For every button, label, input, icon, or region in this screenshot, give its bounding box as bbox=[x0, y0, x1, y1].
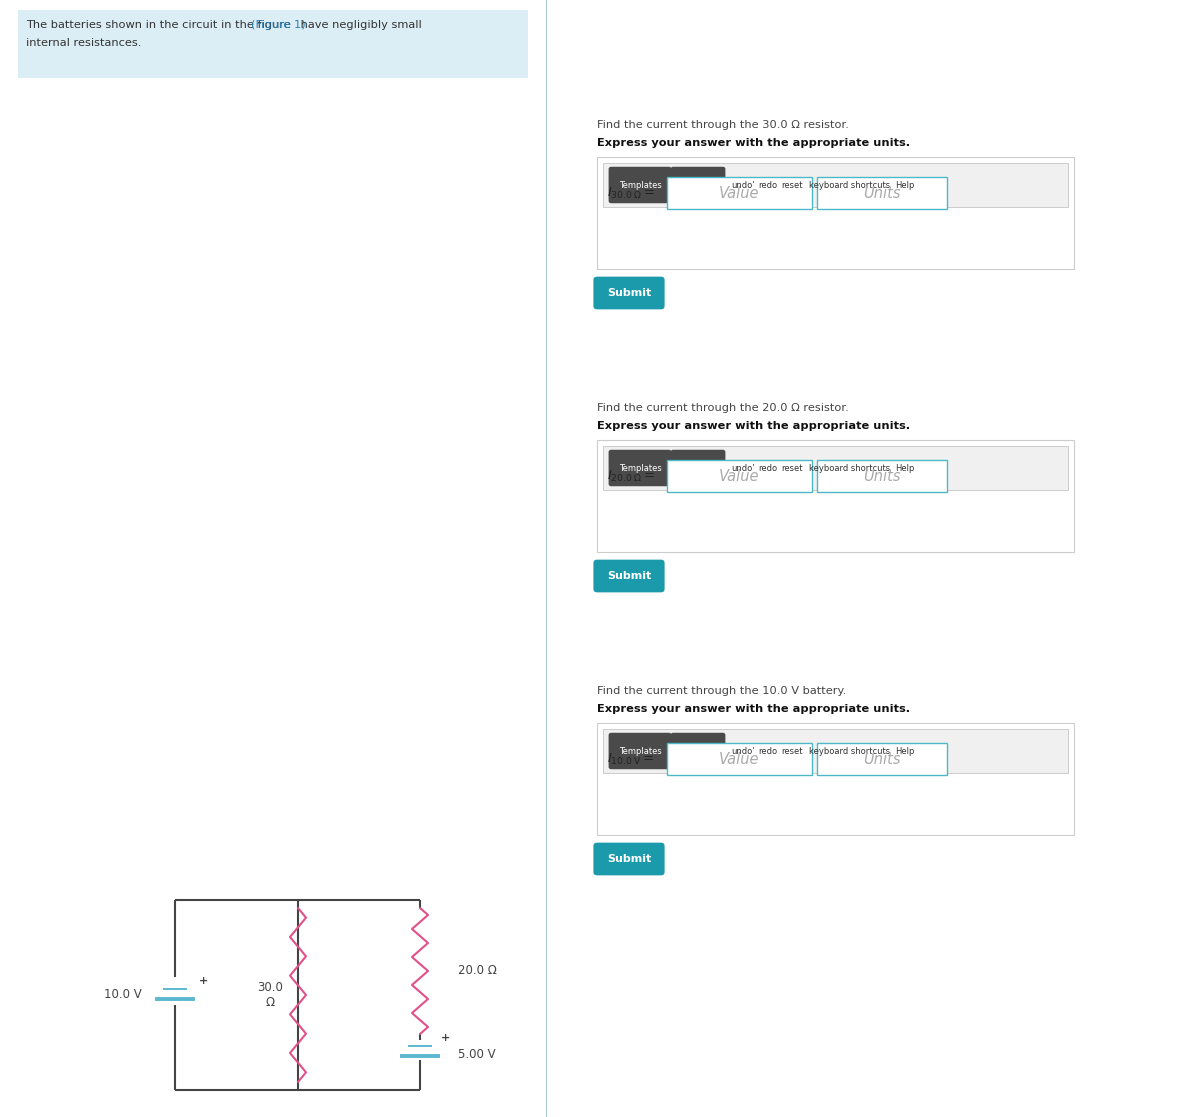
FancyBboxPatch shape bbox=[593, 842, 665, 876]
Text: Express your answer with the appropriate units.: Express your answer with the appropriate… bbox=[598, 704, 910, 714]
Text: Express your answer with the appropriate units.: Express your answer with the appropriate… bbox=[598, 421, 910, 431]
Text: $I_{10.0\,\mathrm{V}} =$: $I_{10.0\,\mathrm{V}} =$ bbox=[607, 752, 654, 766]
FancyBboxPatch shape bbox=[598, 157, 1074, 269]
Text: Find the current through the 30.0 Ω resistor.: Find the current through the 30.0 Ω resi… bbox=[598, 120, 848, 130]
FancyBboxPatch shape bbox=[18, 10, 528, 78]
FancyBboxPatch shape bbox=[667, 460, 812, 491]
FancyBboxPatch shape bbox=[602, 446, 1068, 490]
Text: Symbols: Symbols bbox=[680, 181, 716, 190]
Text: 5.00 V: 5.00 V bbox=[458, 1048, 496, 1060]
Text: +: + bbox=[442, 1033, 451, 1043]
FancyBboxPatch shape bbox=[593, 277, 665, 309]
Text: Symbols: Symbols bbox=[680, 746, 716, 755]
FancyBboxPatch shape bbox=[608, 733, 672, 770]
Text: Value: Value bbox=[719, 185, 760, 200]
Text: Value: Value bbox=[719, 468, 760, 484]
FancyBboxPatch shape bbox=[817, 743, 947, 775]
FancyBboxPatch shape bbox=[671, 166, 725, 203]
Text: Help: Help bbox=[895, 746, 914, 755]
FancyBboxPatch shape bbox=[671, 450, 725, 486]
Text: Symbols: Symbols bbox=[680, 464, 716, 472]
Text: Submit: Submit bbox=[607, 855, 652, 865]
Text: keyboard shortcuts: keyboard shortcuts bbox=[809, 464, 890, 472]
Text: (Figure 1): (Figure 1) bbox=[252, 20, 306, 30]
Text: Templates: Templates bbox=[619, 181, 661, 190]
Text: internal resistances.: internal resistances. bbox=[26, 38, 142, 48]
Text: Units: Units bbox=[863, 752, 901, 766]
Text: Templates: Templates bbox=[619, 746, 661, 755]
Text: have negligibly small: have negligibly small bbox=[298, 20, 422, 30]
FancyBboxPatch shape bbox=[598, 440, 1074, 552]
FancyBboxPatch shape bbox=[608, 450, 672, 486]
FancyBboxPatch shape bbox=[817, 460, 947, 491]
FancyBboxPatch shape bbox=[593, 560, 665, 592]
FancyBboxPatch shape bbox=[598, 723, 1074, 836]
Text: Help: Help bbox=[895, 464, 914, 472]
Text: Value: Value bbox=[719, 752, 760, 766]
Text: redo: redo bbox=[758, 464, 778, 472]
Text: reset: reset bbox=[781, 746, 803, 755]
FancyBboxPatch shape bbox=[817, 176, 947, 209]
Text: reset: reset bbox=[781, 464, 803, 472]
Text: Help: Help bbox=[895, 181, 914, 190]
Text: 30.0
Ω: 30.0 Ω bbox=[257, 981, 283, 1009]
FancyBboxPatch shape bbox=[667, 743, 812, 775]
Text: reset: reset bbox=[781, 181, 803, 190]
FancyBboxPatch shape bbox=[602, 163, 1068, 207]
Text: keyboard shortcuts: keyboard shortcuts bbox=[809, 181, 890, 190]
Text: $I_{20.0\,\Omega} =$: $I_{20.0\,\Omega} =$ bbox=[607, 468, 655, 484]
Text: undo’: undo’ bbox=[731, 181, 755, 190]
Text: 10.0 V: 10.0 V bbox=[104, 989, 142, 1002]
Text: Submit: Submit bbox=[607, 571, 652, 581]
Text: undo’: undo’ bbox=[731, 464, 755, 472]
Text: 20.0 Ω: 20.0 Ω bbox=[458, 964, 497, 977]
Text: $I_{30.0\,\Omega} =$: $I_{30.0\,\Omega} =$ bbox=[607, 185, 655, 201]
Text: Templates: Templates bbox=[619, 464, 661, 472]
Text: redo: redo bbox=[758, 746, 778, 755]
Text: The batteries shown in the circuit in the figure: The batteries shown in the circuit in th… bbox=[26, 20, 294, 30]
FancyBboxPatch shape bbox=[667, 176, 812, 209]
Text: undo’: undo’ bbox=[731, 746, 755, 755]
Text: Find the current through the 10.0 V battery.: Find the current through the 10.0 V batt… bbox=[598, 686, 846, 696]
Text: Express your answer with the appropriate units.: Express your answer with the appropriate… bbox=[598, 139, 910, 147]
Text: Units: Units bbox=[863, 468, 901, 484]
Text: Submit: Submit bbox=[607, 288, 652, 298]
Text: +: + bbox=[198, 976, 208, 986]
FancyBboxPatch shape bbox=[671, 733, 725, 770]
Text: keyboard shortcuts: keyboard shortcuts bbox=[809, 746, 890, 755]
FancyBboxPatch shape bbox=[602, 729, 1068, 773]
Text: redo: redo bbox=[758, 181, 778, 190]
Text: Find the current through the 20.0 Ω resistor.: Find the current through the 20.0 Ω resi… bbox=[598, 403, 848, 413]
FancyBboxPatch shape bbox=[608, 166, 672, 203]
Text: Units: Units bbox=[863, 185, 901, 200]
